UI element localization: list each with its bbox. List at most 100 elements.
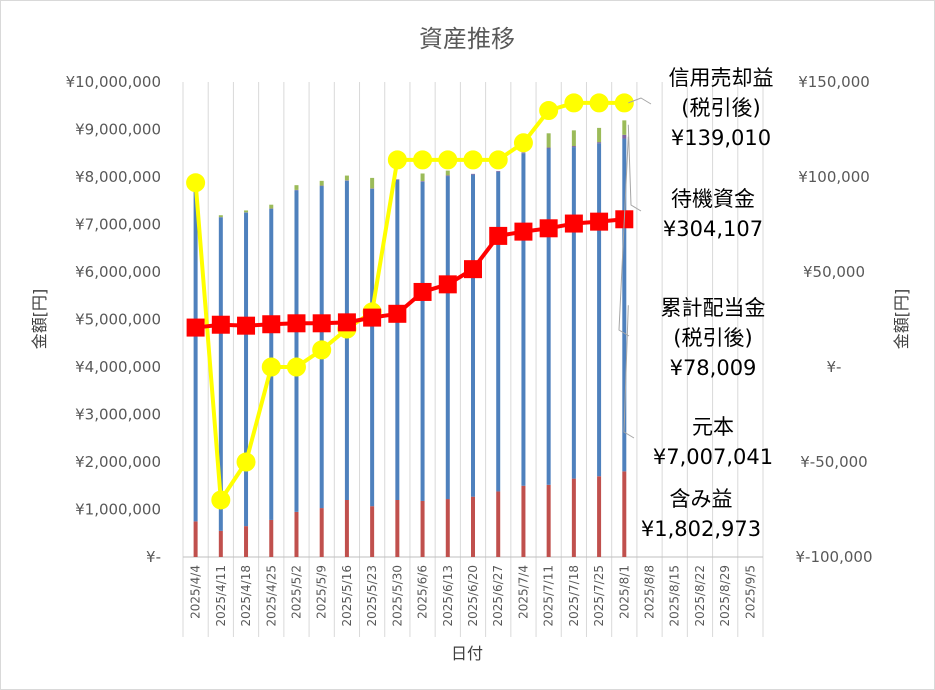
point-marker-1 bbox=[262, 315, 281, 334]
bar-segment-1 bbox=[218, 217, 223, 531]
point-marker-0 bbox=[589, 93, 609, 113]
left-tick-label: ¥3,000,000 bbox=[75, 406, 161, 424]
x-tick-label: 2025/4/25 bbox=[264, 565, 278, 627]
point-marker-1 bbox=[489, 226, 508, 245]
bar-segment-3 bbox=[445, 170, 450, 176]
bar-segment-0 bbox=[546, 484, 551, 557]
x-tick-label: 2025/5/30 bbox=[390, 565, 404, 627]
annotation-label: 含み益 bbox=[670, 487, 733, 511]
point-marker-0 bbox=[488, 150, 508, 170]
right-tick-label: ¥-100,000 bbox=[796, 548, 873, 566]
annotation-label: ¥139,010 bbox=[671, 126, 771, 150]
bar-segment-2 bbox=[571, 146, 576, 148]
point-marker-0 bbox=[211, 490, 231, 510]
x-tick-label: 2025/4/18 bbox=[239, 565, 253, 627]
left-tick-label: ¥4,000,000 bbox=[75, 358, 161, 376]
bar-segment-1 bbox=[521, 153, 526, 486]
x-tick-label: 2025/5/9 bbox=[315, 565, 329, 619]
bar-segment-1 bbox=[597, 143, 602, 477]
left-tick-label: ¥1,000,000 bbox=[75, 501, 161, 519]
bar-segment-2 bbox=[521, 152, 526, 154]
annotation-leader-line bbox=[628, 97, 652, 105]
bar-segment-2 bbox=[395, 179, 400, 180]
bar-segment-1 bbox=[294, 190, 299, 512]
right-tick-label: ¥100,000 bbox=[798, 168, 870, 186]
bar-segment-3 bbox=[218, 215, 223, 218]
bar-segment-1 bbox=[546, 148, 551, 485]
bar-segment-0 bbox=[496, 491, 501, 557]
point-marker-1 bbox=[464, 260, 482, 279]
left-tick-label: ¥2,000,000 bbox=[75, 453, 161, 471]
bar-segment-0 bbox=[193, 521, 198, 557]
bar-segment-0 bbox=[471, 496, 475, 557]
point-marker-1 bbox=[413, 282, 432, 301]
annotation-label: ¥304,107 bbox=[663, 217, 763, 241]
point-marker-0 bbox=[513, 133, 533, 153]
bar-segment-2 bbox=[471, 173, 475, 175]
point-marker-1 bbox=[438, 275, 457, 294]
annotation-leader-line bbox=[623, 305, 635, 439]
annotation-label: ¥78,009 bbox=[670, 356, 757, 380]
x-tick-label: 2025/4/11 bbox=[214, 565, 228, 627]
bar-segment-3 bbox=[344, 175, 349, 181]
x-tick-label: 2025/5/23 bbox=[365, 565, 379, 627]
annotation-label: 待機資金 bbox=[671, 187, 755, 211]
point-marker-1 bbox=[388, 304, 407, 323]
bar-segment-0 bbox=[319, 508, 324, 557]
left-axis-title: 金額[円] bbox=[30, 289, 49, 350]
bar-segment-2 bbox=[445, 175, 450, 177]
bar-segment-1 bbox=[496, 171, 501, 492]
x-tick-label: 2025/4/4 bbox=[189, 565, 203, 619]
x-tick-label: 2025/8/1 bbox=[617, 565, 631, 619]
annotation-label: 信用売却益 bbox=[669, 66, 774, 90]
left-tick-label: ¥8,000,000 bbox=[75, 168, 161, 186]
right-axis-title: 金額[円] bbox=[892, 289, 911, 350]
point-marker-0 bbox=[539, 101, 559, 120]
x-tick-label: 2025/6/20 bbox=[466, 565, 480, 627]
bar-segment-0 bbox=[344, 500, 349, 557]
annotation-label: ¥1,802,973 bbox=[641, 517, 761, 541]
right-tick-label: ¥50,000 bbox=[803, 263, 865, 281]
left-tick-label: ¥9,000,000 bbox=[75, 121, 161, 139]
point-marker-1 bbox=[287, 314, 306, 333]
left-tick-label: ¥10,000,000 bbox=[66, 73, 161, 91]
bar-segment-0 bbox=[521, 485, 526, 557]
x-axis-title: 日付 bbox=[451, 644, 483, 663]
bar-segment-2 bbox=[546, 147, 551, 149]
point-marker-0 bbox=[463, 150, 483, 170]
x-tick-label: 2025/8/29 bbox=[718, 565, 732, 627]
bar-segment-1 bbox=[471, 174, 475, 497]
x-tick-label: 2025/7/18 bbox=[567, 565, 581, 627]
bar-segment-1 bbox=[244, 212, 249, 527]
point-marker-0 bbox=[186, 173, 206, 193]
point-marker-1 bbox=[237, 316, 256, 335]
x-tick-label: 2025/8/8 bbox=[643, 565, 657, 619]
x-tick-label: 2025/7/25 bbox=[592, 565, 606, 627]
bar-segment-1 bbox=[344, 180, 349, 501]
x-tick-label: 2025/7/4 bbox=[516, 565, 530, 619]
x-tick-label: 2025/9/5 bbox=[743, 565, 757, 619]
point-marker-1 bbox=[514, 222, 533, 241]
bar-segment-3 bbox=[420, 173, 425, 182]
bar-segment-1 bbox=[622, 138, 627, 472]
point-marker-1 bbox=[312, 314, 331, 333]
x-tick-label: 2025/6/27 bbox=[491, 565, 505, 627]
annotation-label: ¥7,007,041 bbox=[653, 445, 773, 469]
left-tick-label: ¥7,000,000 bbox=[75, 216, 161, 234]
annotation-label: (税引後) bbox=[681, 96, 760, 120]
bar-segment-2 bbox=[420, 181, 425, 182]
bar-segment-0 bbox=[622, 471, 627, 557]
right-tick-label: ¥-50,000 bbox=[800, 453, 867, 471]
left-tick-label: ¥5,000,000 bbox=[75, 311, 161, 329]
point-marker-0 bbox=[413, 150, 433, 170]
point-marker-0 bbox=[387, 150, 407, 170]
x-tick-label: 2025/6/6 bbox=[416, 565, 430, 619]
bar-segment-1 bbox=[193, 188, 198, 522]
bar-segment-1 bbox=[420, 181, 425, 501]
bar-segment-1 bbox=[370, 188, 375, 507]
point-marker-0 bbox=[614, 93, 634, 113]
bar-segment-3 bbox=[294, 185, 299, 190]
bar-segment-3 bbox=[622, 120, 627, 135]
